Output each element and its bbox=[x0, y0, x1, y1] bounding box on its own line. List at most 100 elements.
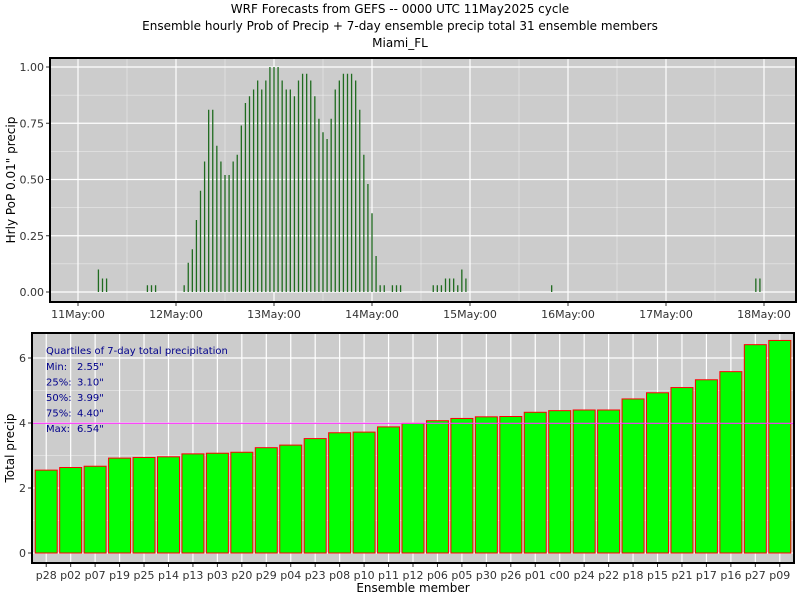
total-x-tick-label: p26 bbox=[500, 569, 521, 582]
pop-x-tick-label: 13May:00 bbox=[247, 308, 301, 321]
total-bar bbox=[132, 456, 156, 554]
total-bar bbox=[279, 444, 303, 554]
total-bar bbox=[646, 392, 670, 554]
total-bar bbox=[719, 371, 743, 554]
total-x-tick-label: p15 bbox=[647, 569, 668, 582]
total-bar bbox=[205, 452, 229, 554]
total-x-tick-label: p14 bbox=[158, 569, 179, 582]
pop-y-tick-label: 0.25 bbox=[20, 230, 45, 243]
total-y-tick-label: 2 bbox=[19, 482, 26, 495]
total-bar bbox=[548, 410, 572, 554]
total-panel-border bbox=[31, 332, 795, 564]
total-x-tick-label: p16 bbox=[720, 569, 741, 582]
total-bar bbox=[377, 426, 401, 554]
pop-y-tick-label: 0.00 bbox=[20, 286, 45, 299]
total-y-tick-label: 6 bbox=[19, 352, 26, 365]
total-x-tick-label: p25 bbox=[134, 569, 155, 582]
total-x-tick-label: p07 bbox=[85, 569, 106, 582]
quartile-label: Min: bbox=[46, 362, 67, 373]
pop-y-axis-label: Hrly PoP 0.01" precip bbox=[4, 117, 18, 244]
quartile-value: 6.54" bbox=[77, 424, 104, 435]
total-x-tick-label: p11 bbox=[378, 569, 399, 582]
total-x-tick-label: p24 bbox=[574, 569, 595, 582]
quartile-label: 25%: bbox=[46, 378, 72, 389]
total-x-tick-label: c00 bbox=[550, 569, 570, 582]
total-bar bbox=[59, 467, 83, 554]
total-bar bbox=[621, 398, 645, 554]
total-bar bbox=[254, 447, 278, 554]
total-bar bbox=[670, 387, 694, 554]
total-bar bbox=[450, 417, 474, 554]
total-y-axis-label: Total precip bbox=[3, 413, 17, 483]
pop-x-tick-label: 11May:00 bbox=[51, 308, 105, 321]
total-x-axis-label: Ensemble member bbox=[356, 581, 469, 595]
total-x-tick-label: p18 bbox=[623, 569, 644, 582]
total-bar bbox=[328, 432, 352, 554]
total-bar bbox=[523, 411, 547, 554]
total-x-tick-label: p04 bbox=[280, 569, 301, 582]
total-bar bbox=[474, 416, 498, 554]
pop-y-tick-label: 0.75 bbox=[20, 117, 45, 130]
quartile-label: 50%: bbox=[46, 393, 72, 404]
total-x-tick-label: p22 bbox=[598, 569, 619, 582]
pop-x-tick-label: 17May:00 bbox=[639, 308, 693, 321]
chart-title-line2: Ensemble hourly Prob of Precip + 7-day e… bbox=[142, 19, 658, 33]
quartile-label: Max: bbox=[46, 424, 70, 435]
quartile-label: 75%: bbox=[46, 409, 72, 420]
pop-panel-border bbox=[49, 57, 797, 303]
total-x-tick-label: p05 bbox=[451, 569, 472, 582]
total-x-tick-label: p17 bbox=[696, 569, 717, 582]
pop-x-tick-label: 14May:00 bbox=[345, 308, 399, 321]
total-bar bbox=[34, 469, 58, 554]
quartile-value: 4.40" bbox=[77, 409, 104, 420]
total-x-tick-label: p28 bbox=[36, 569, 57, 582]
total-bar bbox=[181, 453, 205, 554]
pop-y-tick-label: 0.50 bbox=[20, 174, 45, 187]
chart-title-line1: WRF Forecasts from GEFS -- 0000 UTC 11Ma… bbox=[230, 2, 570, 16]
total-x-tick-label: p30 bbox=[476, 569, 497, 582]
total-bar bbox=[352, 431, 376, 554]
total-x-tick-label: p10 bbox=[354, 569, 375, 582]
total-x-tick-label: p20 bbox=[231, 569, 252, 582]
total-x-tick-label: p13 bbox=[182, 569, 203, 582]
total-x-tick-label: p01 bbox=[525, 569, 546, 582]
quartiles-title: Quartiles of 7-day total precipitation bbox=[46, 346, 228, 357]
pop-x-tick-label: 16May:00 bbox=[541, 308, 595, 321]
quartile-value: 3.10" bbox=[77, 378, 104, 389]
total-x-tick-label: p09 bbox=[769, 569, 790, 582]
quartile-value: 3.99" bbox=[77, 393, 104, 404]
total-bar bbox=[83, 465, 107, 554]
total-x-tick-label: p12 bbox=[403, 569, 424, 582]
pop-x-tick-label: 12May:00 bbox=[149, 308, 203, 321]
total-x-tick-label: p29 bbox=[256, 569, 277, 582]
total-bar bbox=[401, 422, 425, 554]
total-bar bbox=[108, 457, 132, 554]
total-bar bbox=[230, 451, 254, 554]
total-bar bbox=[694, 379, 718, 554]
total-x-tick-label: p08 bbox=[329, 569, 350, 582]
total-bar bbox=[743, 344, 767, 554]
total-bar bbox=[768, 339, 792, 554]
total-y-tick-label: 0 bbox=[19, 547, 26, 560]
total-x-tick-label: p19 bbox=[109, 569, 130, 582]
total-bar bbox=[425, 420, 449, 554]
quartile-value: 2.55" bbox=[77, 362, 104, 373]
total-x-tick-label: p27 bbox=[745, 569, 766, 582]
pop-y-tick-label: 1.00 bbox=[20, 61, 45, 74]
total-bar bbox=[597, 409, 621, 554]
total-bar bbox=[156, 456, 180, 554]
total-x-tick-label: p23 bbox=[305, 569, 326, 582]
total-bar bbox=[303, 438, 327, 554]
chart-title-location: Miami_FL bbox=[372, 36, 428, 50]
total-x-tick-label: p02 bbox=[60, 569, 81, 582]
total-bar bbox=[572, 409, 596, 554]
total-x-tick-label: p06 bbox=[427, 569, 448, 582]
total-y-tick-label: 4 bbox=[19, 417, 26, 430]
total-bar bbox=[499, 416, 523, 554]
total-x-tick-label: p21 bbox=[671, 569, 692, 582]
total-x-tick-label: p03 bbox=[207, 569, 228, 582]
pop-x-tick-label: 18May:00 bbox=[737, 308, 791, 321]
pop-x-tick-label: 15May:00 bbox=[443, 308, 497, 321]
